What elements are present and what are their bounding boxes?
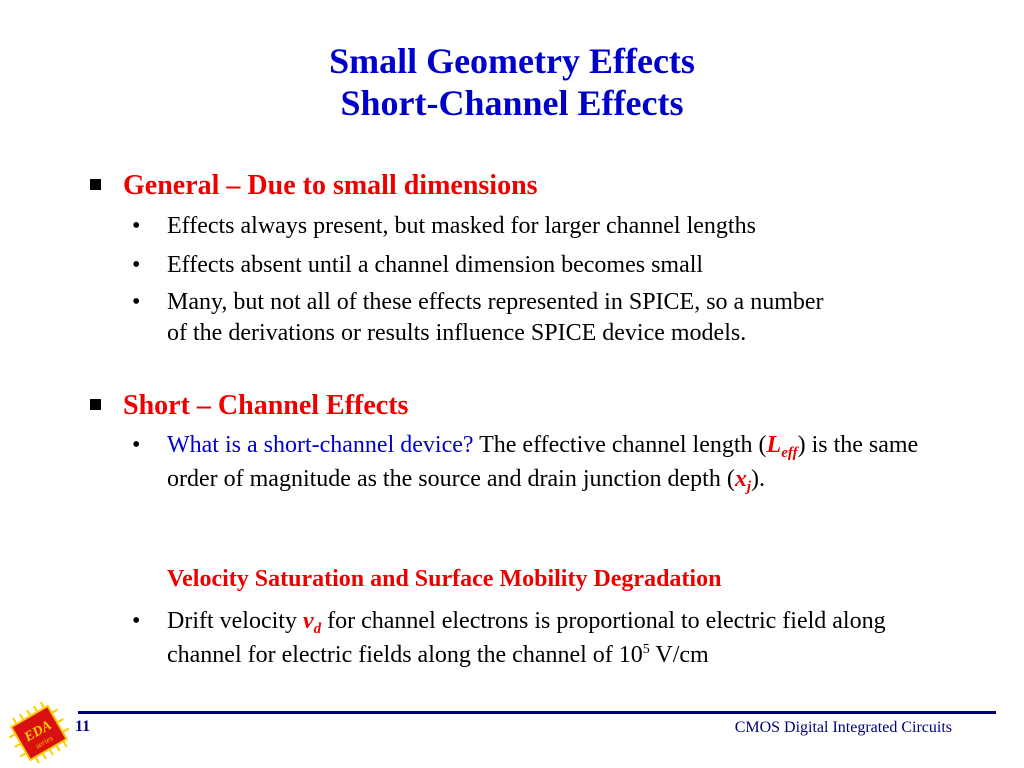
bullet-dot-icon: • [132,432,141,458]
symbol-var: x [734,466,747,492]
bullet-text: Drift velocity vd for channel electrons … [167,606,940,674]
bullet-item: • Many, but not all of these effects rep… [132,287,840,349]
symbol-var: L [766,432,782,458]
bullet-text: What is a short-channel device? The effe… [167,430,930,498]
footer-course-title: CMOS Digital Integrated Circuits [734,719,952,736]
text-segment: The effective channel length ( [473,432,767,458]
leff-symbol: Leff [766,432,798,461]
xj-symbol: xj [734,466,751,495]
section-heading-text: Short – Channel Effects [123,390,409,421]
slide-title: Small Geometry Effects Short-Channel Eff… [0,40,1024,124]
page-number: 11 [75,718,91,735]
bullet-text: Effects always present, but masked for l… [167,213,756,239]
square-bullet-icon [90,179,101,191]
section-heading-text: General – Due to small dimensions [123,170,538,201]
bullet-dot-icon: • [132,252,141,278]
title-line-1: Small Geometry Effects [329,41,695,81]
bullet-item: • What is a short-channel device? The ef… [132,430,930,498]
text-segment: for channel electrons is proportional to… [167,608,886,668]
section-heading-general: General – Due to small dimensions [90,169,538,203]
symbol-subscript: d [313,621,322,637]
bullet-dot-icon: • [132,289,141,315]
exponent: 5 [642,642,650,657]
eda-logo-icon: EDA series [8,701,70,764]
symbol-subscript: j [746,479,751,495]
title-line-2: Short-Channel Effects [340,83,684,123]
bullet-item: • Effects absent until a channel dimensi… [132,250,940,281]
text-segment: ). [751,466,765,492]
bullet-dot-icon: • [132,608,141,634]
bullet-text: Many, but not all of these effects repre… [167,289,824,346]
bullet-item: • Effects always present, but masked for… [132,211,940,242]
question-text: What is a short-channel device? [167,432,474,458]
text-segment: V/cm [649,642,709,668]
footer-divider [78,711,996,714]
bullet-dot-icon: • [132,213,141,239]
velocity-saturation-heading: Velocity Saturation and Surface Mobility… [167,566,722,592]
symbol-var: v [302,608,314,634]
text-segment: ) is the same order of magnitude as the … [167,432,919,492]
vd-symbol: vd [302,608,322,637]
bullet-item: • Drift velocity vd for channel electron… [132,606,940,674]
bullet-text: Effects absent until a channel dimension… [167,252,704,278]
square-bullet-icon [90,399,101,411]
text-segment: Drift velocity [167,608,303,634]
section-heading-short-channel: Short – Channel Effects [90,389,408,423]
symbol-subscript: eff [781,445,798,461]
